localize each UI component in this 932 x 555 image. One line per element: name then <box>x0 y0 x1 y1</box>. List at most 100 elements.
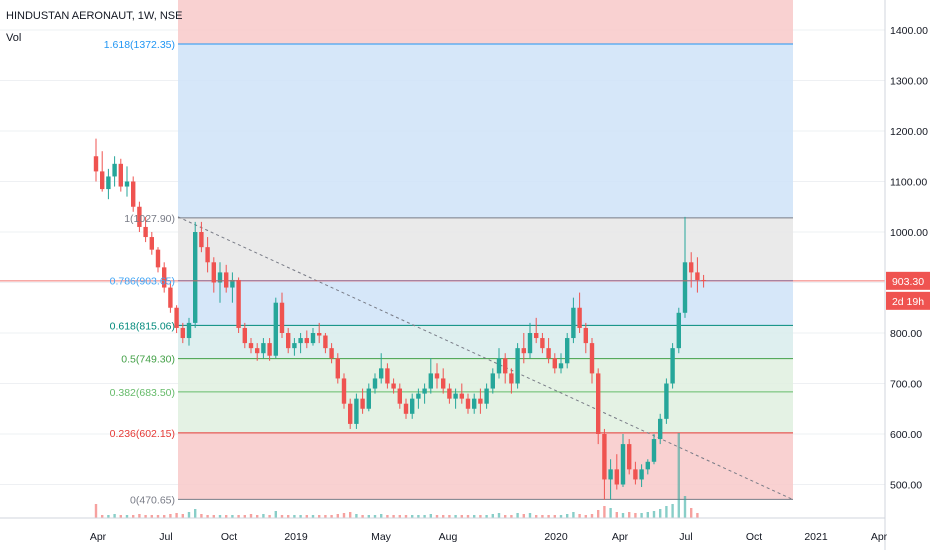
candle <box>571 297 576 344</box>
candle-body <box>447 388 452 399</box>
candle-body <box>410 398 415 414</box>
candle <box>279 292 285 339</box>
volume-bar <box>280 515 284 518</box>
candle <box>490 368 495 394</box>
volume-bar <box>590 514 594 518</box>
countdown-badge <box>886 291 930 310</box>
candle <box>577 292 582 333</box>
candle <box>465 393 471 414</box>
candle <box>286 327 291 354</box>
volume-bar <box>132 515 135 518</box>
candle-body <box>608 469 613 480</box>
volume-bar <box>349 512 352 518</box>
candle <box>162 262 167 293</box>
candle <box>472 393 477 414</box>
candle <box>534 317 539 344</box>
x-tick-label: Oct <box>746 531 762 543</box>
trendline[interactable] <box>177 216 794 501</box>
volume-bar <box>609 508 612 518</box>
candle <box>273 297 278 359</box>
volume-bar <box>528 513 532 518</box>
volume-bar <box>404 515 408 518</box>
candle-body <box>199 232 204 248</box>
fib-labels: 1.618(1372.35) 1(1027.90) 0.786(903.65) 0.6… <box>104 39 175 506</box>
volume-bar <box>628 512 631 518</box>
candle <box>670 343 675 389</box>
volume-bar <box>231 515 234 518</box>
volume-bar <box>535 515 538 518</box>
candle-body <box>211 262 216 283</box>
candle-body <box>279 302 285 333</box>
candle-body <box>391 383 396 389</box>
candle <box>664 378 669 424</box>
candle-body <box>248 343 254 349</box>
candle <box>118 158 123 192</box>
volume-bars <box>94 433 699 518</box>
candle <box>496 348 502 379</box>
candle-body <box>100 171 105 190</box>
volume-bar <box>690 508 693 518</box>
volume-bar <box>659 509 662 518</box>
dashed-trendline[interactable] <box>177 216 794 501</box>
fib-label: 1.618(1372.35) <box>104 39 175 51</box>
volume-bar <box>504 515 507 518</box>
volume-label: Vol <box>6 32 22 44</box>
x-axis[interactable]: Apr Jul Oct 2019 May Aug 2020 Apr Jul Oct 2021 Apr <box>0 517 888 543</box>
candle-body <box>596 373 601 434</box>
y-tick-label: 1300.00 <box>890 76 928 88</box>
volume-bar <box>113 514 116 518</box>
fib-zone-05-0382 <box>178 358 793 392</box>
volume-bar <box>287 515 290 518</box>
fib-zone-0786-0618 <box>178 280 793 326</box>
volume-bar <box>150 515 153 518</box>
volume-bar <box>243 515 246 518</box>
volume-bar <box>163 515 166 518</box>
candle <box>186 317 192 346</box>
candle-body <box>676 312 681 349</box>
candle-body <box>459 393 464 399</box>
candle <box>242 322 247 349</box>
candle <box>217 262 223 303</box>
fib-label: 0.236(602.15) <box>110 428 175 440</box>
candle-body <box>174 307 179 328</box>
candle <box>645 459 650 475</box>
candle-body <box>385 368 390 384</box>
volume-bar <box>218 515 222 518</box>
volume-bar <box>125 515 129 518</box>
candle-body <box>602 434 607 480</box>
candle-body <box>149 237 154 250</box>
candle <box>193 221 198 328</box>
volume-bar <box>454 515 457 518</box>
candle <box>565 333 570 369</box>
y-tick-label: 1400.00 <box>890 25 928 37</box>
candle-body <box>589 343 595 374</box>
candle-body <box>304 338 309 344</box>
volume-bar <box>355 514 358 518</box>
candle-body <box>193 232 198 323</box>
fib-label: 0.618(815.06) <box>110 320 175 332</box>
x-tick-label: 2021 <box>804 531 828 543</box>
candle-body <box>521 348 526 354</box>
candle-body <box>695 272 700 280</box>
candle-body <box>242 327 247 344</box>
candle <box>199 221 204 253</box>
volume-bar <box>373 515 377 518</box>
x-tick-label: Aug <box>439 531 458 543</box>
volume-bar <box>603 506 606 518</box>
candle-body <box>286 333 291 349</box>
candle <box>546 338 551 364</box>
candle <box>310 327 316 346</box>
candle-body <box>124 181 130 187</box>
volume-bar <box>516 513 519 518</box>
candle-body <box>360 398 365 409</box>
fib-label: 0(470.65) <box>130 494 175 506</box>
candle-body <box>527 333 533 354</box>
volume-bar <box>336 514 339 518</box>
volume-bar <box>615 512 618 518</box>
volume-bar <box>510 515 513 518</box>
candle-body <box>416 393 421 399</box>
candle <box>676 307 681 354</box>
fib-label: 1(1027.90) <box>124 213 175 225</box>
